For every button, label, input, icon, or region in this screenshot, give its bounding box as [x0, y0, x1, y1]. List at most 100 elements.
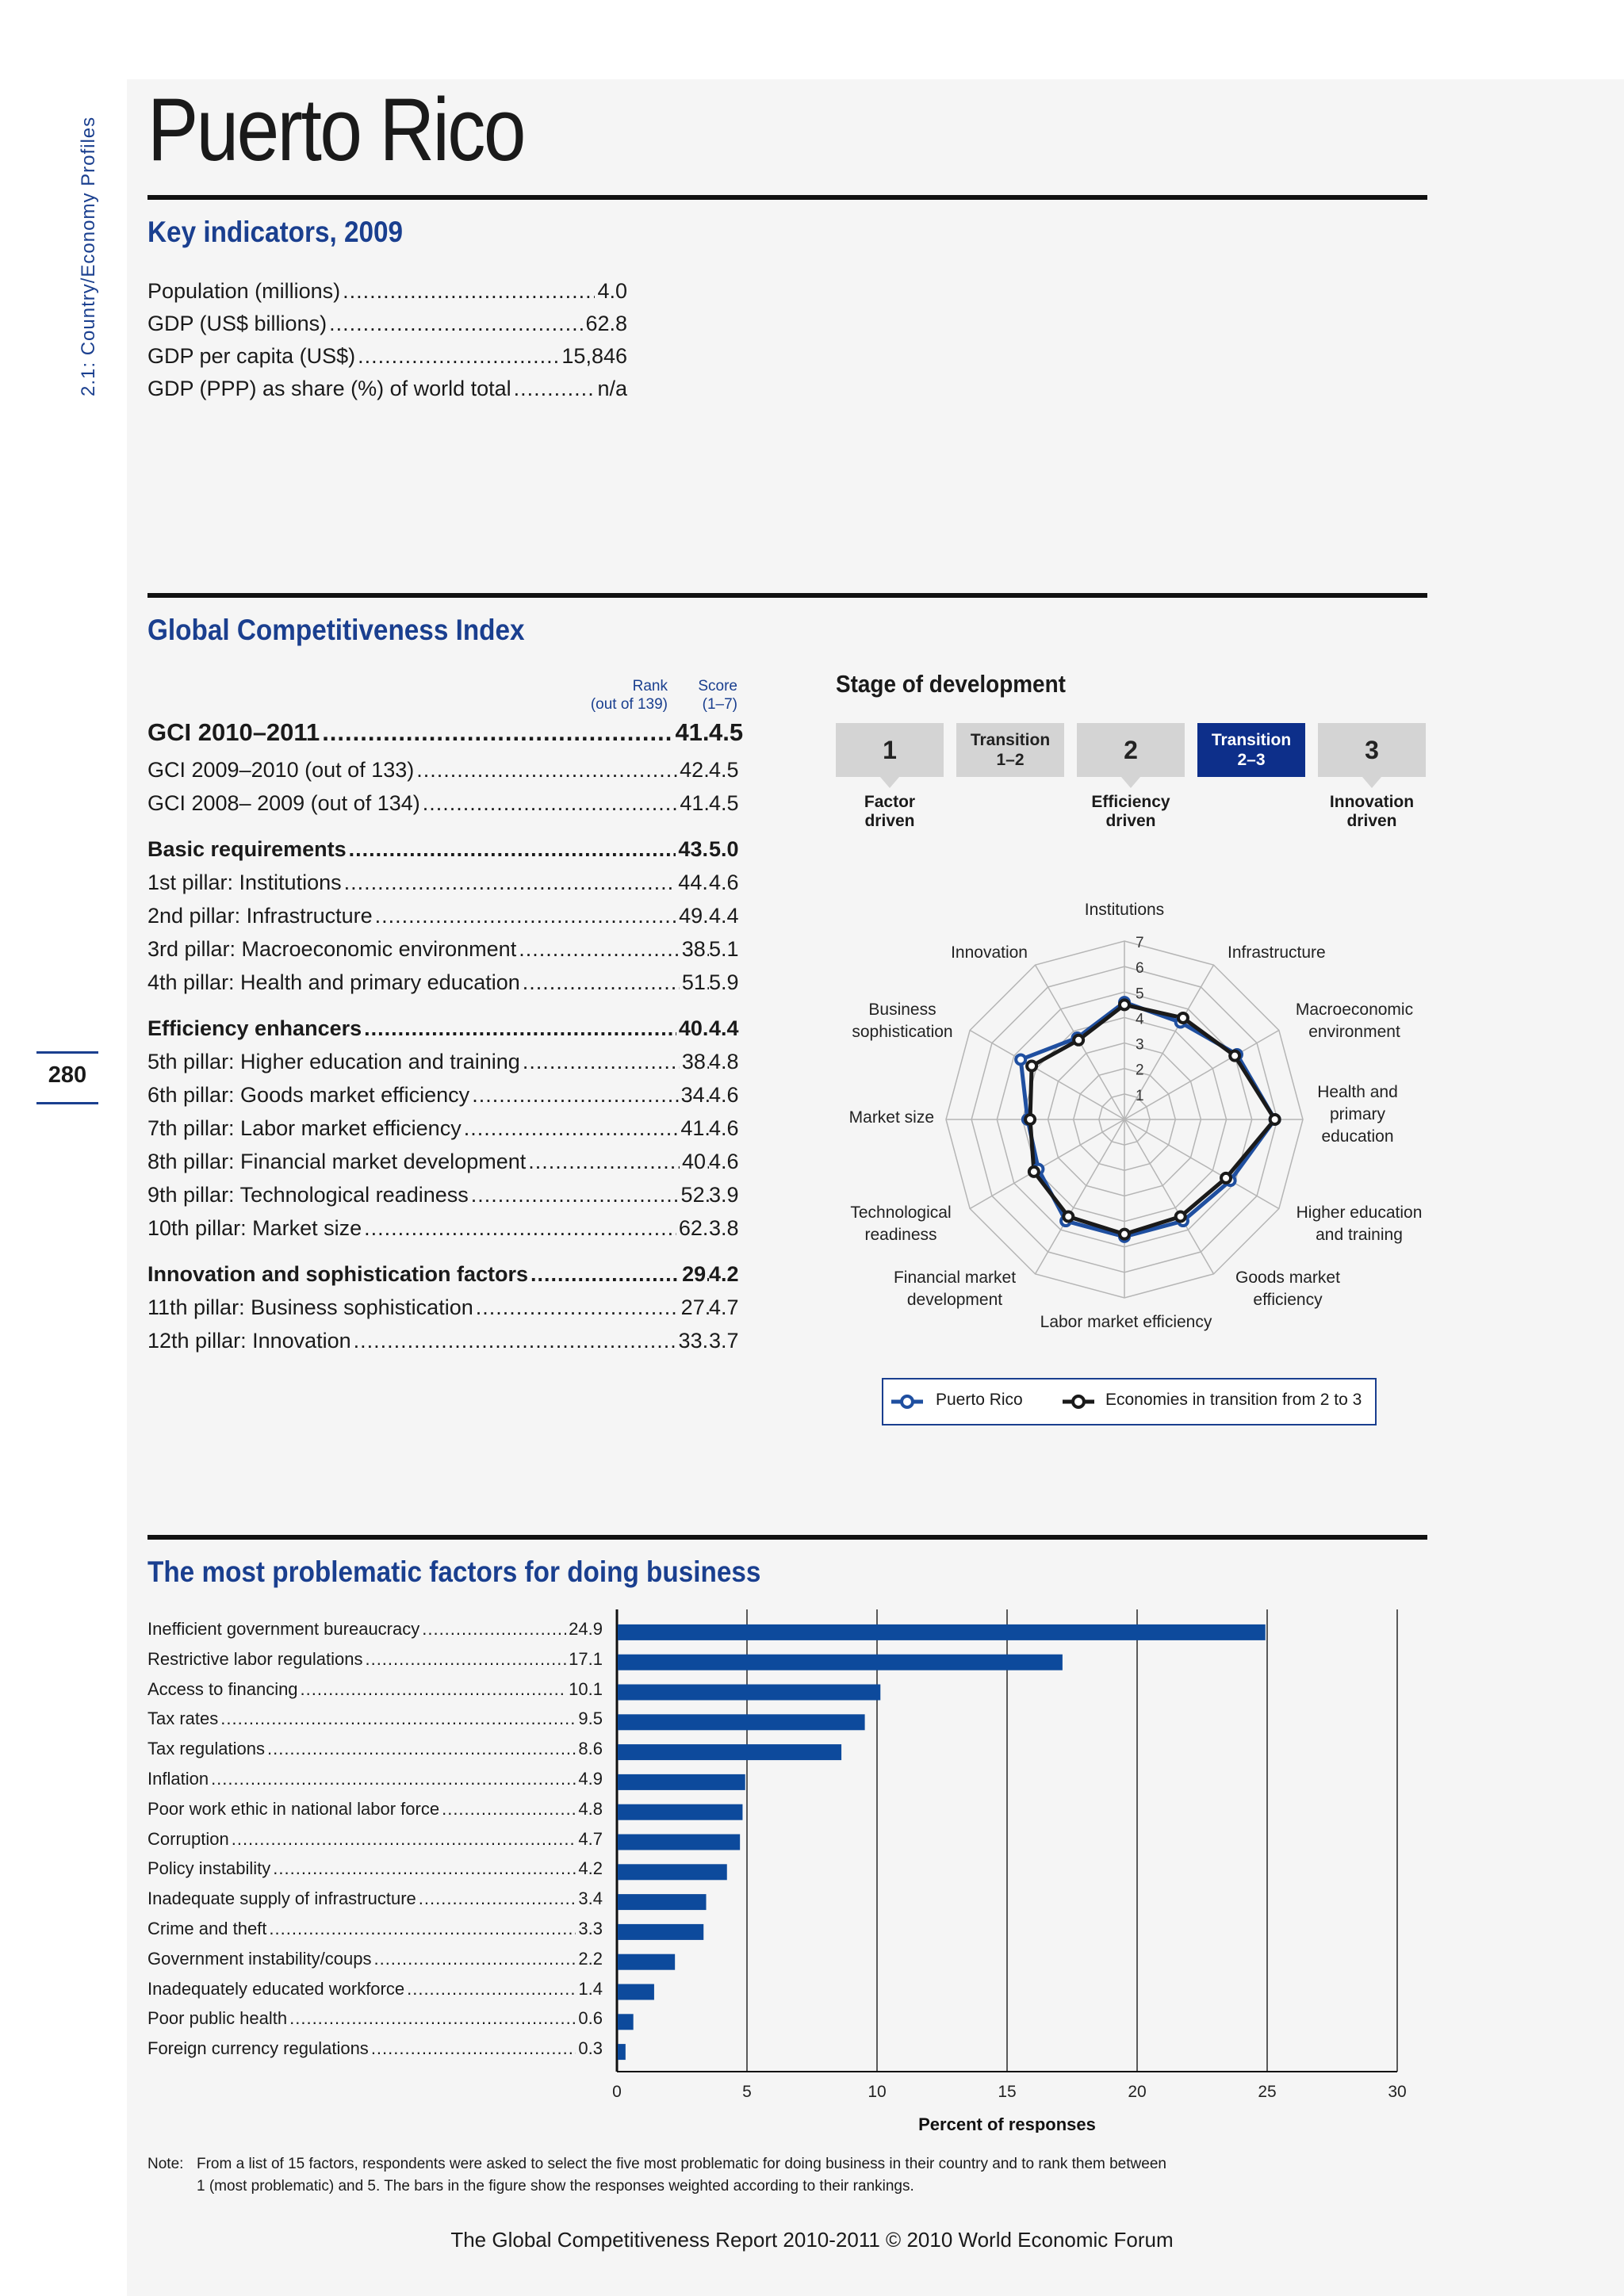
leader-dots [442, 1799, 576, 1820]
leader-dots [322, 718, 672, 747]
stage-box-text: Transition [1211, 731, 1292, 749]
leader-dots [220, 1709, 576, 1729]
section-label: 2.1: Country/Economy Profiles [78, 116, 99, 396]
leader-dots [528, 1150, 680, 1174]
stage-label: Efficiency driven [1077, 793, 1185, 831]
key-indicator-value: n/a [597, 377, 627, 400]
gci-row-label: GCI 2010–2011 [147, 718, 320, 746]
divider-factors [147, 1535, 1427, 1540]
key-indicator-value: 4.0 [597, 279, 627, 303]
leader-dots [358, 344, 559, 369]
gci-heading: Global Competitiveness Index [147, 614, 525, 646]
radar-legend: Puerto Rico Economies in transition from… [882, 1378, 1377, 1425]
stage-box: Transition 1–2 [956, 723, 1064, 777]
radar-axis-label: Goods market efficiency [1235, 1269, 1340, 1309]
bar-value-label: 10.1 [569, 1678, 603, 1699]
bar [618, 1624, 1266, 1640]
radar-point [1176, 1011, 1189, 1024]
gci-rank: 52 [680, 1183, 705, 1207]
bar-x-tick: 5 [742, 2083, 752, 2101]
gci-row: Innovation and sophistication factors 294… [147, 1262, 739, 1287]
leader-dots [273, 1858, 576, 1879]
gci-row-label: 8th pillar: Financial market development [147, 1150, 527, 1173]
leader-dots [289, 2008, 576, 2029]
radar-axis-label: Infrastructure [1228, 943, 1326, 962]
gci-row: 12th pillar: Innovation 333.7 [147, 1329, 739, 1353]
key-indicator-value: 62.8 [585, 312, 627, 335]
stage-box-text: 2–3 [1237, 751, 1266, 769]
gci-row: 9th pillar: Technological readiness 523.9 [147, 1183, 739, 1207]
leader-dots [364, 1016, 676, 1041]
gci-score: 4.6 [709, 871, 739, 894]
gci-score: 4.5 [709, 718, 744, 746]
key-indicator-label: GDP (PPP) as share (%) of world total [147, 377, 511, 400]
gci-score: 5.1 [709, 937, 739, 961]
bar [618, 1834, 741, 1850]
radar-point [1118, 1227, 1131, 1241]
radar-axis-label: Labor market efficiency [1040, 1313, 1212, 1331]
bar-value-label: 4.8 [578, 1798, 603, 1819]
bar-category-row: Tax rates 9.5 [147, 1709, 603, 1729]
bar-category-label: Tax rates [147, 1709, 219, 1729]
key-indicator-label: Population (millions) [147, 279, 341, 303]
radar-point [1062, 1210, 1075, 1223]
bar-x-tick: 15 [998, 2083, 1016, 2101]
stage-label-line: driven [864, 812, 915, 830]
key-indicator-label: GDP (US$ billions) [147, 312, 327, 335]
rank-header-label: Rank [632, 678, 668, 695]
bar-x-tick: 30 [1388, 2083, 1406, 2101]
gci-score: 3.9 [709, 1183, 739, 1207]
bar-category-row: Access to financing 10.1 [147, 1679, 603, 1700]
stage-box: 3 [1318, 723, 1426, 777]
radar-point [1220, 1171, 1233, 1184]
bar-category-label: Inflation [147, 1769, 209, 1789]
gci-rank: 62 [678, 1216, 703, 1240]
radar-point [1024, 1113, 1037, 1126]
stage-box: Transition 2–3 [1197, 723, 1305, 777]
leader-dots [702, 837, 709, 862]
bar-category-row: Inadequately educated workforce 1.4 [147, 1979, 603, 1999]
leader-dots [419, 1888, 576, 1909]
radar-scale-tick: 1 [1136, 1088, 1144, 1104]
gci-rank: 41 [680, 791, 704, 815]
bar-category-row: Poor work ethic in national labor force 4… [147, 1799, 603, 1820]
radar-point [1014, 1053, 1028, 1066]
radar-spoke [1034, 1119, 1125, 1275]
bar-category-label: Tax regulations [147, 1739, 265, 1759]
stage-label-line: Innovation [1329, 793, 1415, 811]
bar-value-label: 0.6 [578, 2008, 603, 2029]
leader-dots [472, 1083, 678, 1108]
bar-category-row: Foreign currency regulations 0.3 [147, 2038, 603, 2059]
bar-value-label: 1.4 [578, 1978, 603, 1999]
radar-axis-label: Market size [849, 1108, 934, 1127]
footer: The Global Competitiveness Report 2010-2… [450, 2228, 1174, 2252]
radar-axis-label: Technological readiness [850, 1203, 951, 1244]
radar-spoke [969, 1119, 1125, 1210]
stage-box-text: 2 [1124, 735, 1138, 764]
bar [618, 2014, 634, 2030]
stage-box-text: Transition [970, 731, 1051, 749]
bar-category-row: Inadequate supply of infrastructure 3.4 [147, 1888, 603, 1909]
gci-rank: 49 [679, 904, 703, 928]
radar-axis-label: Institutions [1085, 901, 1164, 919]
bar-x-tick: 0 [612, 2083, 622, 2101]
leader-dots [211, 1769, 576, 1789]
leader-dots [464, 1116, 679, 1141]
key-indicator-label: GDP per capita (US$) [147, 344, 356, 368]
gci-row: 2nd pillar: Infrastructure 494.4 [147, 904, 739, 928]
gci-score: 4.5 [709, 758, 739, 782]
leader-dots [422, 1619, 566, 1640]
gci-score: 3.7 [709, 1329, 739, 1353]
rank-header-sub: (out of 139) [590, 696, 668, 713]
page-number: 280 [48, 1062, 87, 1088]
bar-category-label: Corruption [147, 1828, 229, 1849]
note-line-1: From a list of 15 factors, respondents w… [197, 2156, 1166, 2172]
gci-row: 4th pillar: Health and primary education… [147, 970, 739, 995]
radar-scale-tick: 6 [1136, 960, 1144, 977]
radar-point [1118, 998, 1131, 1012]
leader-dots [269, 1919, 576, 1939]
leader-dots [407, 1979, 576, 1999]
gci-row-label: 2nd pillar: Infrastructure [147, 904, 373, 928]
gci-rank: 41 [675, 718, 703, 746]
gci-row-label: 10th pillar: Market size [147, 1216, 362, 1240]
